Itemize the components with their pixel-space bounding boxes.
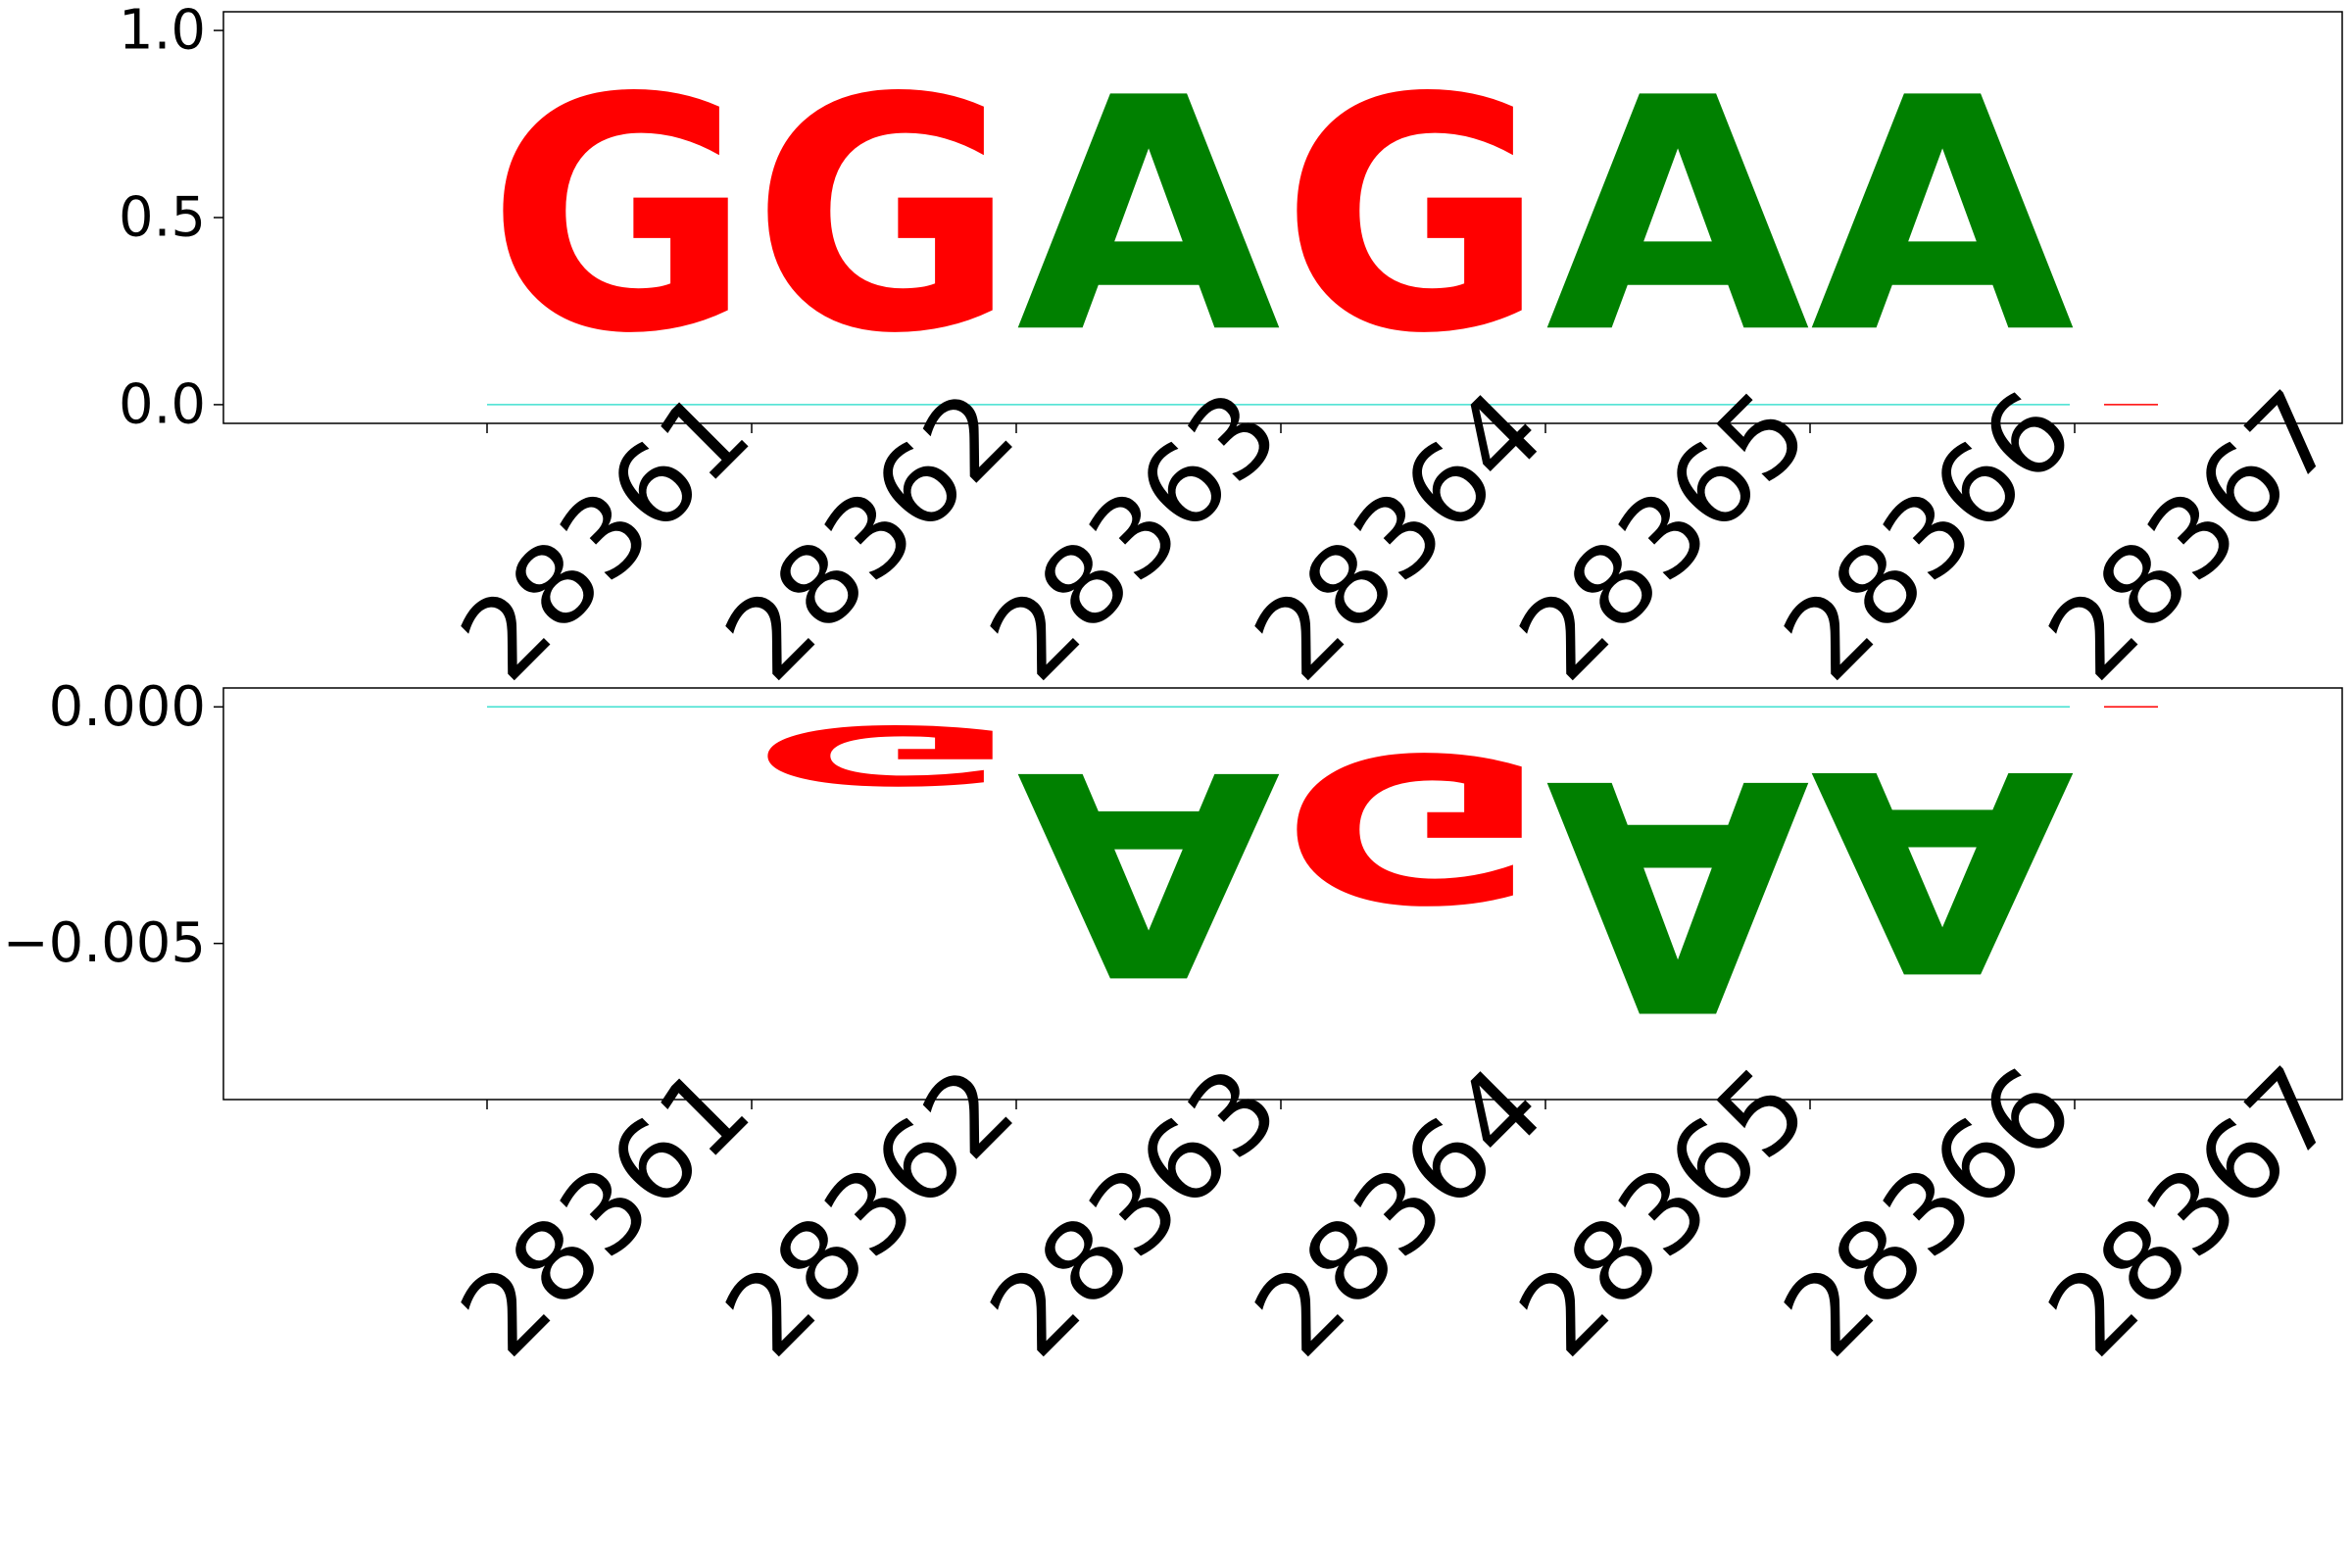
logo-letter-glyph: A xyxy=(1810,708,2078,1029)
logo-letter-A-28366: A xyxy=(1810,708,2078,1029)
xtick-label: 28366 xyxy=(1760,368,2097,705)
xtick-label: 28362 xyxy=(702,1044,1039,1381)
xtick-label: 28361 xyxy=(437,368,774,705)
xtick-label: 28364 xyxy=(1231,368,1568,705)
axes-frame xyxy=(222,687,2343,1101)
xtick-label: 28364 xyxy=(1231,1044,1568,1381)
logo-letter-G-28364: G xyxy=(1281,708,1545,944)
xtick-label: 28367 xyxy=(2025,368,2352,705)
logo-letter-glyph: A xyxy=(1810,29,2078,404)
logo-letter-glyph: A xyxy=(1545,29,1813,404)
logo-letter-G-28364: G xyxy=(1281,30,1545,404)
ytick-label: 1.0 xyxy=(119,0,206,63)
logo-letter-A-28363: A xyxy=(1016,29,1284,404)
logo-letter-glyph: A xyxy=(1016,29,1284,404)
xtick-label: 28363 xyxy=(966,368,1303,705)
logo-letter-A-28365: A xyxy=(1545,29,1813,404)
logo-letter-glyph: A xyxy=(1545,708,1813,1076)
xtick-label: 28361 xyxy=(437,1044,774,1381)
ytick-label: 0.0 xyxy=(119,372,206,436)
xtick-label: 28365 xyxy=(1495,1044,1833,1381)
ytick-label: 0.000 xyxy=(49,675,206,739)
logo-letter-G-28362: G xyxy=(752,30,1016,404)
logo-letter-glyph: G xyxy=(1281,30,1545,404)
logo-letter-glyph: A xyxy=(1016,708,1284,1034)
logo-letter-G-28362: G xyxy=(752,708,1016,803)
logo-letter-glyph: G xyxy=(752,30,1016,404)
ytick-label: 0.5 xyxy=(119,186,206,250)
logo-letter-glyph: G xyxy=(1281,708,1545,944)
top-logo-panel: G G A G A A0.00.51.02836128362283632836428365… xyxy=(119,0,2352,705)
logo-letter-G-28361: G xyxy=(487,30,752,404)
xtick-label: 28363 xyxy=(966,1044,1303,1381)
logo-letter-A-28366: A xyxy=(1810,29,2078,404)
xtick-label: 28367 xyxy=(2025,1044,2352,1381)
xtick-label: 28365 xyxy=(1495,368,1833,705)
logo-letter-A-28365: A xyxy=(1545,708,1813,1076)
logo-letter-glyph: G xyxy=(752,708,1016,803)
logo-letter-glyph: G xyxy=(487,30,752,404)
xtick-label: 28362 xyxy=(702,368,1039,705)
xtick-label: 28366 xyxy=(1760,1044,2097,1381)
logo-letter-A-28363: A xyxy=(1016,708,1284,1034)
ytick-label: −0.005 xyxy=(3,911,206,975)
bottom-logo-panel: G A G A A0.000−0.005283612836228363283642836… xyxy=(3,675,2352,1381)
